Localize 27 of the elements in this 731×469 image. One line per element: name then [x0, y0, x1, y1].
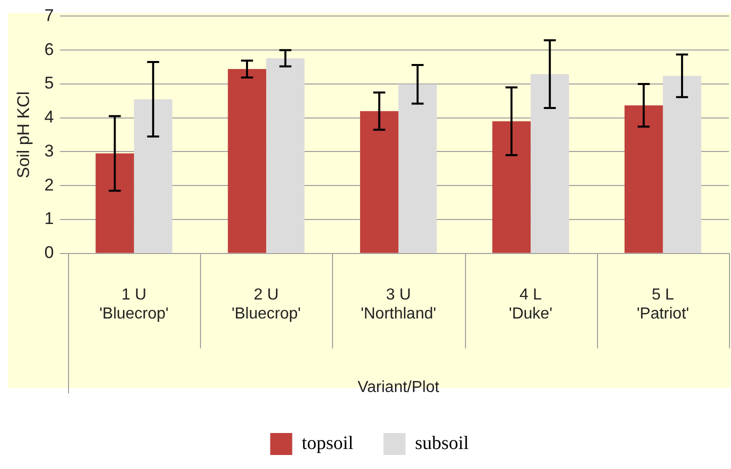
- bar: [398, 84, 437, 253]
- y-tick-label: 4: [44, 108, 54, 127]
- x-tick-label: 5 L 'Patriot': [636, 286, 690, 323]
- bar: [492, 121, 531, 253]
- y-tick-label: 7: [44, 6, 54, 25]
- bar: [360, 111, 398, 253]
- bar: [624, 105, 663, 253]
- bar: [530, 74, 570, 253]
- y-tick-label: 5: [44, 74, 54, 93]
- x-axis-title: Variant/Plot: [358, 378, 440, 396]
- legend-label: topsoil: [302, 432, 354, 454]
- x-tick-label: 2 U 'Bluecrop': [232, 286, 301, 323]
- y-tick-label: 2: [44, 175, 54, 194]
- y-tick-label: 1: [44, 209, 54, 228]
- bar: [228, 69, 266, 253]
- y-tick-label: 6: [44, 40, 54, 59]
- bar: [96, 153, 134, 253]
- bar: [134, 99, 172, 253]
- x-tick-label: 3 U 'Northland': [360, 286, 436, 323]
- y-tick-label: 0: [44, 243, 54, 262]
- bar: [662, 76, 702, 253]
- x-tick-label: 1 U 'Bluecrop': [99, 286, 169, 323]
- legend-label: subsoil: [414, 432, 469, 454]
- y-tick-label: 3: [44, 141, 54, 160]
- x-tick-label: 4 L 'Duke': [508, 286, 552, 323]
- bar: [266, 58, 305, 253]
- y-axis-title: Soil pH KCl: [14, 91, 33, 178]
